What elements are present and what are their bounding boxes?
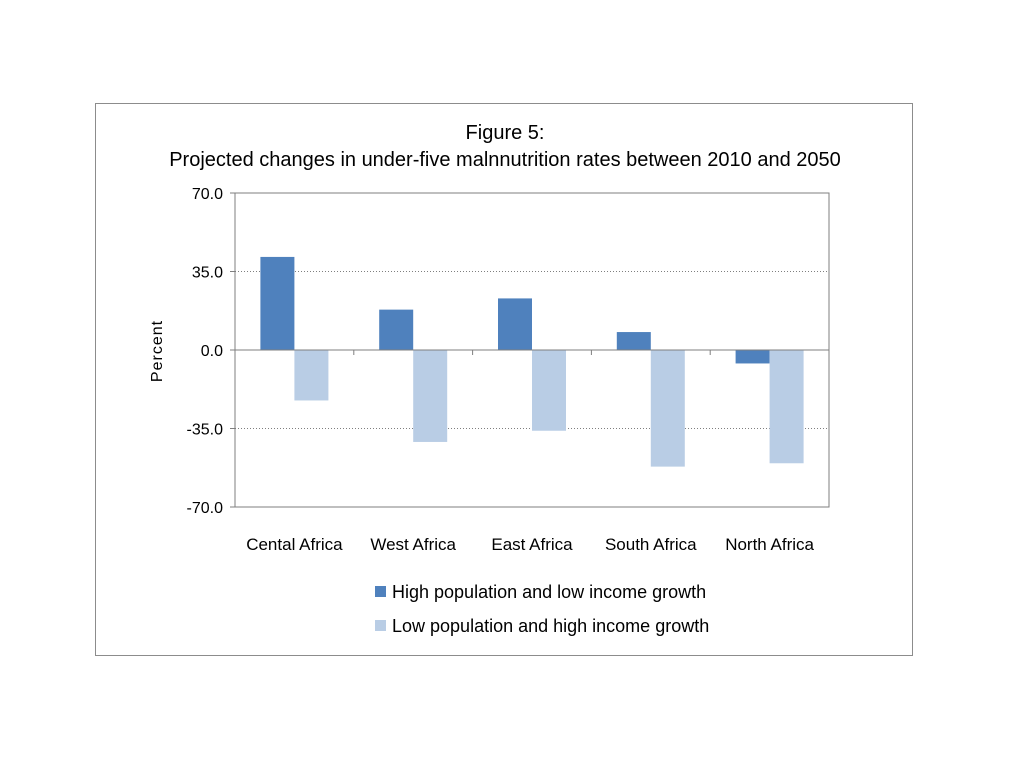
- x-category-label: South Africa: [605, 535, 697, 554]
- bar-high-pop: [616, 332, 651, 350]
- x-category-label: Cental Africa: [246, 535, 343, 554]
- bar-high-pop: [379, 309, 414, 350]
- y-tick-label: -70.0: [187, 500, 224, 517]
- bar-low-pop: [532, 350, 566, 431]
- legend-swatch-low-pop: [375, 620, 386, 631]
- y-tick-label: 70.0: [192, 186, 223, 203]
- bar-high-pop: [735, 350, 770, 364]
- y-tick-label: 0.0: [201, 343, 223, 360]
- y-axis-label: Percent: [149, 320, 166, 382]
- chart-frame: Figure 5: Projected changes in under-fiv…: [95, 103, 913, 656]
- legend-label-low-pop: Low population and high income growth: [392, 616, 709, 636]
- chart-title-line-1: Figure 5:: [466, 122, 545, 144]
- bar-low-pop: [294, 350, 329, 401]
- bar-low-pop: [650, 350, 685, 467]
- y-tick-label: -35.0: [187, 422, 224, 439]
- bar-low-pop: [769, 350, 804, 464]
- x-category-label: West Africa: [370, 535, 456, 554]
- bar-high-pop: [260, 256, 295, 350]
- x-category-label: North Africa: [725, 535, 814, 554]
- y-tick-label: 35.0: [192, 265, 223, 282]
- legend-swatch-high-pop: [375, 586, 386, 597]
- bar-low-pop: [413, 350, 448, 442]
- x-category-label: East Africa: [491, 535, 573, 554]
- legend-label-high-pop: High population and low income growth: [392, 582, 706, 602]
- legend: High population and low income growth Lo…: [375, 582, 709, 636]
- bar-high-pop: [498, 298, 532, 350]
- bar-chart: Figure 5: Projected changes in under-fiv…: [149, 122, 841, 636]
- chart-title-line-2: Projected changes in under-five malnnutr…: [169, 149, 841, 171]
